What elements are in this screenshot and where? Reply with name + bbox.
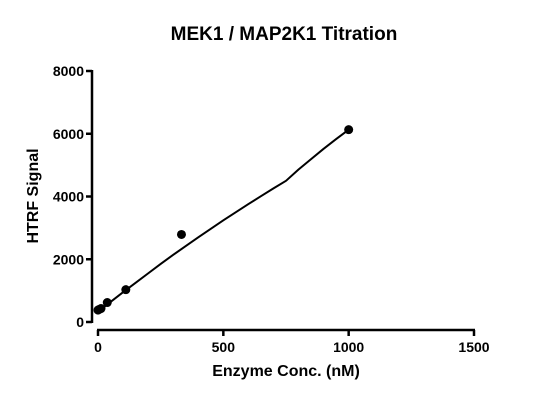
y-tick-label: 2000 (53, 251, 84, 267)
data-point (176, 229, 186, 239)
data-points (93, 125, 354, 315)
y-tick-label: 0 (76, 314, 84, 330)
x-tick-label: 1000 (333, 339, 364, 355)
x-axis-label: Enzyme Conc. (nM) (212, 363, 360, 380)
data-point (121, 285, 131, 295)
y-tick-label: 4000 (53, 189, 84, 205)
x-tick-label: 0 (94, 339, 102, 355)
data-point (96, 304, 106, 314)
x-tick-label: 1500 (458, 339, 489, 355)
data-point (102, 298, 112, 308)
x-tick-label: 500 (212, 339, 236, 355)
y-tick-label: 8000 (53, 63, 84, 79)
y-axis-label: HTRF Signal (25, 148, 42, 243)
fit-curve-group (97, 128, 350, 313)
chart-title: MEK1 / MAP2K1 Titration (171, 24, 398, 45)
ticks: 0 2000 4000 6000 8000 0 500 1000 1500 (53, 63, 490, 355)
axes (90, 70, 475, 332)
fit-curve (97, 128, 350, 313)
data-point (344, 125, 354, 135)
y-tick-label: 6000 (53, 126, 84, 142)
